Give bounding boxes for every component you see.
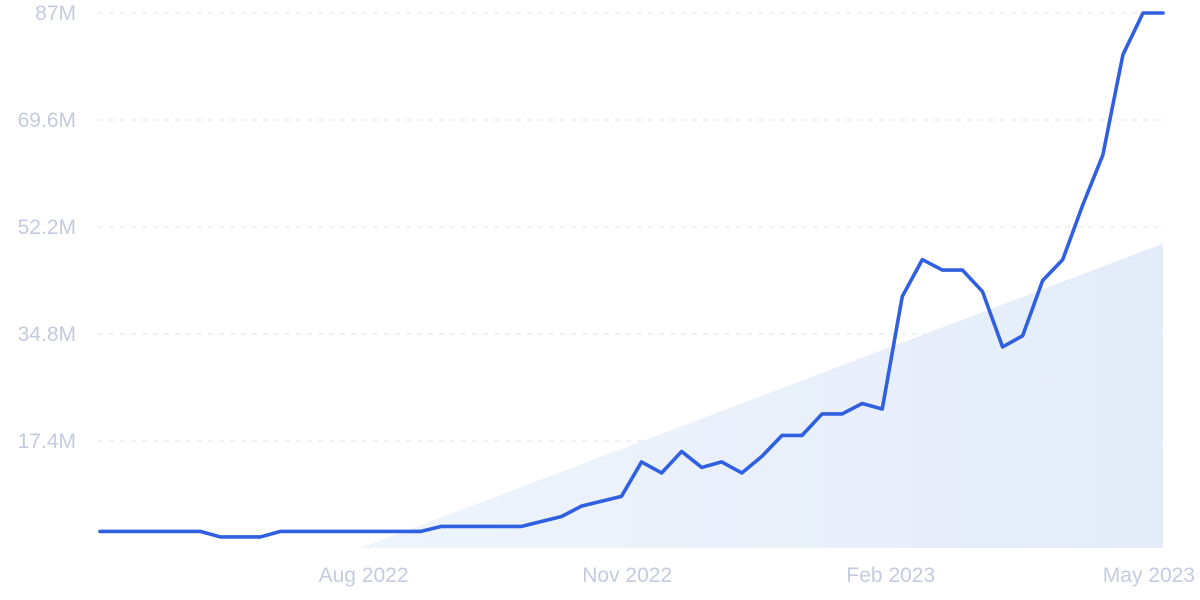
- grid-lines: [98, 12, 1166, 442]
- y-axis-tick-labels: 17.4M 34.8M 52.2M 69.6M 87M: [18, 2, 76, 453]
- x-tick-label: Feb 2023: [846, 564, 935, 587]
- y-tick-label: 52.2M: [18, 216, 76, 239]
- trend-area-shape: [360, 243, 1163, 548]
- y-tick-label: 17.4M: [18, 430, 76, 453]
- series-lines: [98, 11, 1165, 539]
- x-tick-label: Nov 2022: [582, 564, 672, 587]
- x-tick-label: May 2023: [1103, 564, 1195, 587]
- x-tick-label: Aug 2022: [319, 564, 409, 587]
- series-line: [98, 11, 1165, 539]
- trend-area: [360, 243, 1163, 548]
- y-tick-label: 69.6M: [18, 109, 76, 132]
- x-axis-tick-labels: Aug 2022 Nov 2022 Feb 2023 May 2023: [319, 564, 1195, 587]
- y-tick-label: 34.8M: [18, 323, 76, 346]
- y-tick-label: 87M: [35, 2, 76, 25]
